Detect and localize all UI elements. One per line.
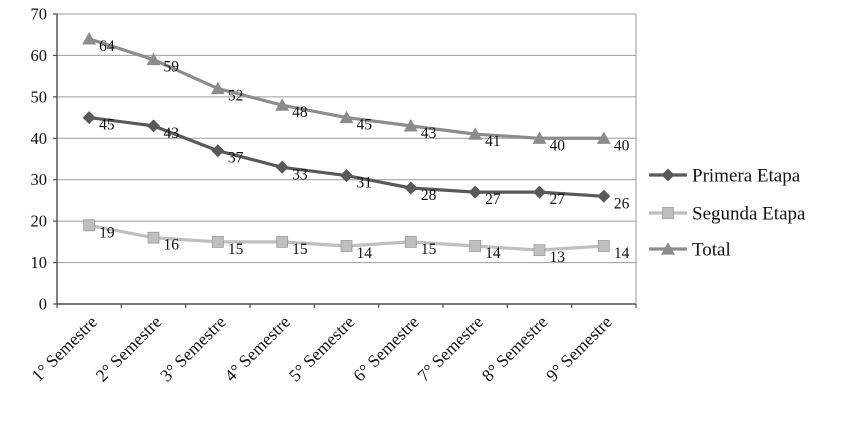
x-category-label: 8° Semestre [478, 312, 552, 386]
x-category-label: 5° Semestre [285, 312, 359, 386]
y-tick-label: 20 [31, 212, 48, 231]
y-tick-label: 0 [39, 295, 47, 314]
diamond-marker-icon [533, 185, 546, 199]
square-marker-icon [469, 240, 482, 252]
legend-label: Segunda Etapa [692, 204, 806, 225]
data-label: 27 [550, 191, 566, 208]
data-label: 52 [228, 88, 244, 105]
diamond-marker-icon [404, 181, 418, 195]
diamond-marker-icon [661, 168, 675, 182]
data-label: 13 [550, 249, 566, 266]
square-marker-icon [211, 235, 224, 248]
square-marker-icon [662, 207, 674, 219]
data-label: 33 [292, 166, 308, 183]
diamond-marker-icon [340, 169, 353, 183]
data-label: 15 [228, 241, 244, 258]
diamond-marker-icon [82, 111, 96, 125]
triangle-marker-icon [339, 110, 354, 124]
data-label: 14 [357, 245, 373, 262]
square-marker-icon [147, 231, 160, 244]
diamond-marker-icon [147, 119, 160, 133]
data-label: 48 [292, 104, 308, 121]
data-label: 28 [421, 187, 437, 204]
x-category-label: 7° Semestre [413, 312, 487, 386]
data-label: 15 [421, 241, 437, 258]
y-tick-label: 10 [31, 253, 48, 272]
legend-item-segunda-etapa: Segunda Etapa [649, 204, 806, 225]
data-label: 37 [228, 150, 244, 167]
series-primera-etapa: 45 43 37 33 31 28 27 27 26 [82, 111, 630, 212]
y-axis-labels: 0 10 20 30 40 50 60 70 [31, 5, 48, 314]
x-category-label: 6° Semestre [349, 312, 423, 386]
triangle-marker-icon [275, 98, 290, 111]
diamond-marker-icon [275, 160, 289, 174]
legend-label: Total [692, 240, 731, 261]
data-label: 15 [292, 241, 308, 258]
x-category-label: 1° Semestre [27, 312, 101, 386]
x-category-label: 9° Semestre [542, 312, 616, 386]
x-category-label: 2° Semestre [92, 312, 166, 386]
triangle-marker-icon [596, 131, 611, 144]
data-label: 31 [357, 175, 373, 192]
legend-item-total: Total [649, 240, 731, 261]
triangle-marker-icon [468, 127, 483, 140]
legend-item-primera-etapa: Primera Etapa [649, 166, 801, 187]
data-label: 45 [357, 117, 373, 134]
y-tick-label: 70 [31, 5, 48, 24]
triangle-marker-icon [661, 242, 675, 255]
diamond-marker-icon [468, 185, 482, 199]
data-label: 19 [99, 224, 115, 241]
legend: Primera Etapa Segunda Etapa Total [649, 166, 806, 261]
data-label: 14 [485, 245, 501, 262]
legend-label: Primera Etapa [692, 166, 801, 187]
data-label: 64 [99, 38, 115, 55]
data-label: 14 [614, 245, 630, 262]
data-label: 59 [164, 59, 180, 76]
data-label: 16 [164, 237, 180, 254]
axes [53, 13, 637, 308]
diamond-marker-icon [211, 144, 225, 158]
y-tick-label: 30 [31, 170, 48, 189]
data-label: 26 [614, 195, 630, 212]
y-tick-label: 50 [31, 87, 48, 106]
data-label: 45 [99, 117, 115, 134]
series-total: 64 59 52 48 45 43 41 40 40 [82, 32, 630, 154]
square-marker-icon [597, 240, 610, 252]
series-line [88, 37, 604, 140]
square-marker-icon [340, 240, 353, 252]
data-label: 40 [550, 137, 566, 154]
square-marker-icon [83, 219, 96, 232]
y-tick-label: 60 [31, 46, 48, 65]
square-marker-icon [533, 244, 546, 257]
triangle-marker-icon [403, 119, 418, 132]
square-marker-icon [276, 235, 289, 248]
x-category-label: 3° Semestre [156, 312, 230, 386]
triangle-marker-icon [210, 81, 225, 95]
x-category-label: 4° Semestre [220, 312, 294, 386]
diamond-marker-icon [597, 189, 611, 203]
triangle-marker-icon [82, 32, 97, 45]
data-label: 43 [164, 125, 180, 142]
data-label: 40 [614, 137, 630, 154]
data-label: 41 [485, 133, 501, 150]
square-marker-icon [404, 235, 417, 248]
data-label: 27 [485, 191, 501, 208]
triangle-marker-icon [146, 52, 161, 66]
data-label: 43 [421, 125, 437, 142]
y-tick-label: 40 [31, 129, 48, 148]
triangle-marker-icon [532, 131, 547, 144]
series-segunda-etapa: 19 16 15 15 14 15 14 13 14 [83, 219, 630, 266]
